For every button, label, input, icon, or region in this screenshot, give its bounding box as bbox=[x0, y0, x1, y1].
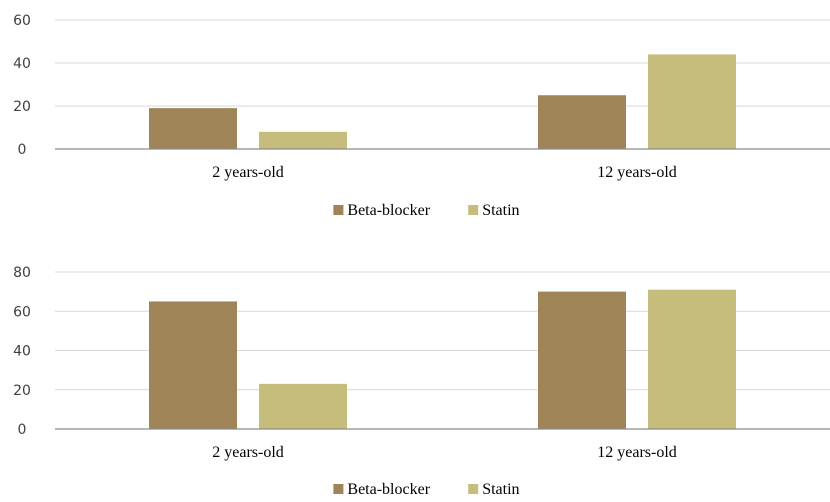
y-tick-label: 40 bbox=[13, 344, 31, 360]
legend-swatch bbox=[333, 484, 344, 494]
bar-statin-1 bbox=[259, 383, 347, 429]
y-tick-label: 40 bbox=[13, 56, 31, 72]
chart-panel-2: 0 20 40 60 80 2 years-old 12 years-old Beta-blo… bbox=[13, 265, 830, 498]
y-tick-label: 60 bbox=[13, 13, 31, 29]
legend-swatch bbox=[333, 205, 344, 215]
legend: Beta-blocker Statin bbox=[333, 202, 520, 219]
y-tick-label: 0 bbox=[18, 422, 27, 438]
chart-panel-1: 0 20 40 60 2 years-old 12 years-old Beta-block… bbox=[13, 13, 830, 219]
x-category-label: 2 years-old bbox=[212, 164, 284, 181]
bar-beta-blocker-1 bbox=[149, 108, 237, 149]
x-category-label: 12 years-old bbox=[597, 444, 677, 461]
x-category-label: 2 years-old bbox=[212, 444, 284, 461]
legend-label: Statin bbox=[482, 202, 519, 219]
legend: Beta-blocker Statin bbox=[333, 481, 520, 498]
legend-label: Statin bbox=[482, 481, 519, 498]
legend-label: Beta-blocker bbox=[347, 481, 430, 498]
bar-beta-blocker-1 bbox=[149, 301, 237, 429]
y-tick-label: 20 bbox=[13, 383, 31, 399]
y-tick-label: 20 bbox=[13, 99, 31, 115]
bar-beta-blocker-2 bbox=[538, 95, 626, 149]
legend-swatch bbox=[468, 205, 479, 215]
bar-statin-1 bbox=[259, 131, 347, 149]
y-tick-label: 60 bbox=[13, 304, 31, 320]
y-tick-label: 80 bbox=[13, 265, 31, 281]
bar-beta-blocker-2 bbox=[538, 291, 626, 429]
y-tick-label: 0 bbox=[18, 142, 27, 158]
legend-swatch bbox=[468, 484, 479, 494]
x-category-label: 12 years-old bbox=[597, 164, 677, 181]
bar-statin-2 bbox=[648, 54, 736, 149]
bar-statin-2 bbox=[648, 289, 736, 429]
legend-label: Beta-blocker bbox=[347, 202, 430, 219]
